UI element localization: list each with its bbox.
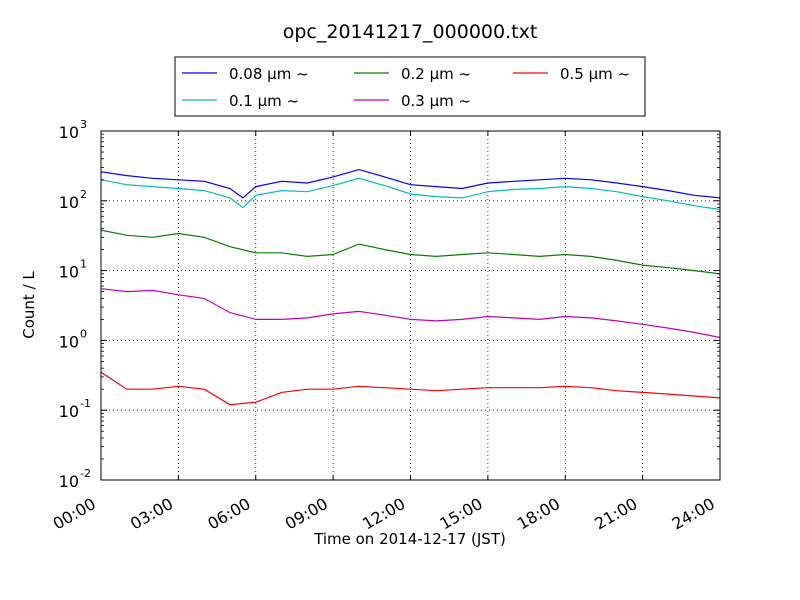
series-line — [100, 229, 721, 275]
x-tick-label: 03:00 — [127, 494, 176, 534]
x-tick-label: 24:00 — [669, 494, 718, 534]
legend-frame — [174, 56, 646, 117]
plot-background — [101, 131, 720, 480]
y-axis-label: Count / L — [20, 271, 38, 339]
x-tick-label: 12:00 — [359, 494, 408, 534]
y-tick-label: 10 2 — [59, 188, 87, 212]
x-tick-label: 21:00 — [591, 494, 640, 534]
y-tick-label-base: 10 — [59, 332, 79, 351]
y-tick-label-base: 10 — [59, 193, 79, 212]
y-tick-label-base: 10 — [59, 402, 79, 421]
chart-title: opc_20141217_000000.txt — [283, 21, 538, 43]
legend-label: 0.5 μm ~ — [560, 65, 630, 83]
series-lines — [100, 168, 721, 406]
y-tick-label-base: 10 — [59, 472, 79, 491]
y-tick-label: 10 1 — [59, 258, 87, 282]
x-tick-label: 06:00 — [204, 494, 253, 534]
legend-label: 0.2 μm ~ — [401, 65, 471, 83]
y-tick-label-exponent: 1 — [80, 258, 87, 271]
series-line — [100, 168, 721, 199]
x-tick-label: 00:00 — [50, 494, 99, 534]
x-tick-label: 18:00 — [514, 494, 563, 534]
series-line — [100, 371, 721, 406]
y-tick-label-exponent: -1 — [80, 397, 91, 410]
y-tick-label-exponent: 3 — [80, 118, 87, 131]
y-tick-label: 10 -2 — [59, 467, 91, 491]
y-tick-label-exponent: 0 — [80, 327, 87, 340]
y-tick-label-base: 10 — [59, 263, 79, 282]
legend-label: 0.3 μm ~ — [401, 92, 471, 110]
y-tick-label: 10 0 — [59, 327, 87, 351]
y-tick-label-base: 10 — [59, 123, 79, 142]
x-tick-label: 09:00 — [282, 494, 331, 534]
y-tick-label: 10 3 — [59, 118, 87, 142]
legend-label: 0.08 μm ~ — [229, 65, 309, 83]
legend-label: 0.1 μm ~ — [229, 92, 299, 110]
x-axis-label: Time on 2014-12-17 (JST) — [313, 530, 506, 548]
y-tick-label-exponent: -2 — [80, 467, 91, 480]
y-tick-label-exponent: 2 — [80, 188, 87, 201]
y-tick-label: 10 -1 — [59, 397, 91, 421]
tick-marks — [100, 130, 721, 481]
legend-items: 0.08 μm ~ 0.1 μm ~ 0.2 μm ~ 0.3 μm ~ 0.5 μm … — [182, 65, 630, 110]
series-line — [100, 177, 721, 211]
series-line — [100, 288, 721, 339]
x-tick-label: 15:00 — [436, 494, 485, 534]
legend: 0.08 μm ~ 0.1 μm ~ 0.2 μm ~ 0.3 μm ~ 0.5 μm … — [174, 56, 646, 117]
x-tick-labels: 00:00 03:00 06:00 09:00 12:00 15:00 18:00 21:00… — [50, 494, 718, 534]
